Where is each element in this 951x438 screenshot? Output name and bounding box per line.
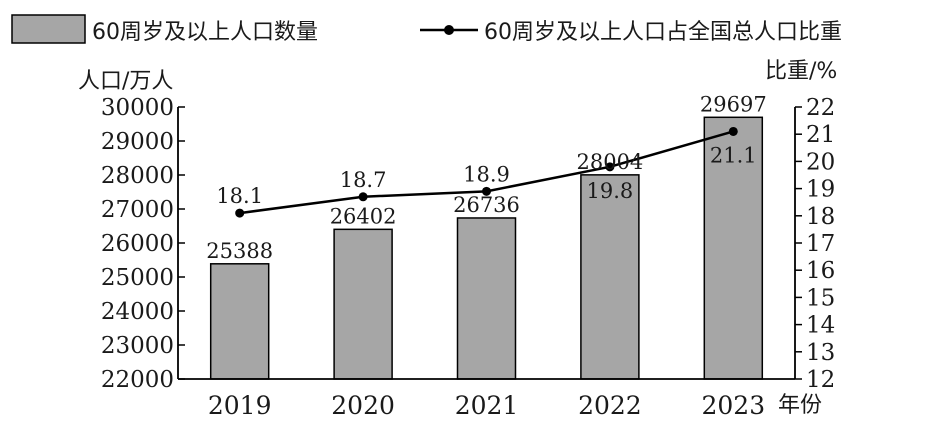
y-left-tick-label: 29000 bbox=[101, 129, 174, 155]
legend-bar-label: 60周岁及以上人口数量 bbox=[92, 20, 318, 45]
bar-value-label: 26402 bbox=[330, 204, 397, 228]
y-left-tick-label: 26000 bbox=[101, 231, 174, 257]
ratio-point-2022 bbox=[605, 162, 615, 172]
legend: 60周岁及以上人口数量 60周岁及以上人口占全国总人口比重 bbox=[11, 14, 842, 45]
legend-line-marker bbox=[444, 25, 454, 35]
ratio-value-label: 19.8 bbox=[587, 179, 634, 203]
ratio-point-2021 bbox=[482, 186, 491, 196]
y-right-tick-label: 12 bbox=[806, 367, 835, 393]
y-left-tick-label: 24000 bbox=[101, 299, 174, 325]
ratio-value-label: 21.1 bbox=[710, 143, 757, 167]
y-right-tick-label: 18 bbox=[806, 204, 835, 230]
y-left-axis-title: 人口/万人 bbox=[78, 69, 173, 94]
y-right-tick-label: 20 bbox=[806, 149, 835, 175]
ratio-value-label: 18.7 bbox=[340, 168, 387, 192]
y-left-tick-label: 22000 bbox=[101, 367, 174, 393]
ratio-point-2019 bbox=[235, 208, 245, 218]
bar-2019 bbox=[209, 263, 270, 380]
bar-2020 bbox=[333, 228, 393, 380]
bar-2022 bbox=[580, 174, 640, 380]
y-left-tick-label: 23000 bbox=[101, 333, 174, 359]
bar-2021 bbox=[456, 217, 517, 380]
y-right-tick-label: 15 bbox=[806, 285, 835, 311]
y-right-tick-label: 13 bbox=[806, 340, 835, 366]
legend-line-label: 60周岁及以上人口占全国总人口比重 bbox=[484, 20, 842, 45]
y-right-tick-label: 19 bbox=[806, 177, 835, 203]
y-right-tick-label: 21 bbox=[806, 122, 835, 148]
bar-value-label: 26736 bbox=[453, 193, 520, 217]
x-tick-label-2021: 2021 bbox=[455, 391, 519, 420]
x-axis-title: 年份 bbox=[778, 393, 822, 418]
y-left-tick-label: 25000 bbox=[101, 265, 174, 291]
ratio-point-2023 bbox=[728, 126, 738, 136]
ratio-point-2020 bbox=[358, 192, 368, 202]
x-tick-label-2019: 2019 bbox=[208, 391, 272, 420]
y-left-tick-label: 28000 bbox=[101, 163, 174, 189]
plot-area: 22000 23000 24000 25000 26000 27000 28000 29000… bbox=[101, 92, 835, 420]
y-right-axis-title: 比重/% bbox=[765, 59, 837, 84]
bar-value-label: 28004 bbox=[576, 150, 643, 174]
y-right-tick-label: 17 bbox=[806, 231, 835, 257]
bar-value-label: 29697 bbox=[700, 92, 767, 116]
ratio-value-label: 18.1 bbox=[216, 184, 263, 208]
x-tick-label-2023: 2023 bbox=[701, 391, 765, 420]
legend-bar-swatch bbox=[11, 14, 86, 44]
ratio-value-label: 18.9 bbox=[463, 162, 510, 186]
y-right-tick-label: 22 bbox=[806, 95, 835, 121]
y-right-tick-label: 14 bbox=[806, 313, 835, 339]
x-tick-label-2020: 2020 bbox=[331, 391, 395, 420]
y-left-tick-label: 27000 bbox=[101, 197, 174, 223]
x-tick-label-2022: 2022 bbox=[578, 391, 642, 420]
y-left-tick-label: 30000 bbox=[101, 95, 174, 121]
y-right-tick-label: 16 bbox=[806, 258, 835, 284]
bar-value-label: 25388 bbox=[206, 239, 273, 263]
